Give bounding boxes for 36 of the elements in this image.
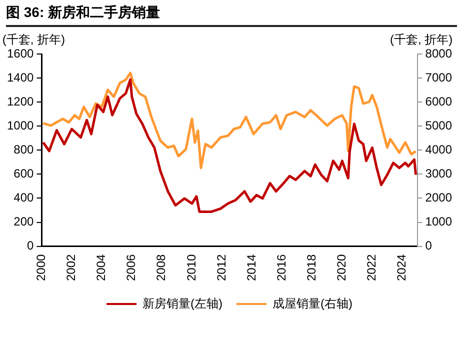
x-tick-label: 2000 — [34, 254, 48, 282]
x-tick-label: 2012 — [214, 254, 228, 282]
y2-tick-label: 0 — [425, 238, 432, 253]
y-tick-label: 1600 — [6, 46, 34, 60]
y2-tick-label: 2000 — [425, 190, 452, 205]
y-tick-label: 400 — [14, 190, 34, 205]
y2-tick-label: 4000 — [425, 142, 452, 156]
x-tick-label: 2008 — [154, 254, 168, 282]
x-tick-label: 2004 — [94, 254, 108, 282]
y-tick-label: 1400 — [6, 70, 34, 84]
chart-title: 图 36: 新房和二手房销量 — [6, 4, 457, 27]
y-tick-label: 800 — [14, 142, 34, 156]
legend-label: 成屋销量(右轴) — [272, 296, 352, 310]
y2-tick-label: 3000 — [425, 166, 452, 181]
y-tick-label: 200 — [14, 214, 34, 229]
y2-tick-label: 7000 — [425, 70, 452, 84]
x-tick-label: 2022 — [364, 254, 379, 282]
y-tick-label: 0 — [27, 238, 34, 253]
x-tick-label: 2020 — [334, 254, 348, 282]
y2-tick-label: 8000 — [425, 46, 452, 60]
y2-axis-title: (千套, 折年) — [390, 32, 453, 46]
y-tick-label: 1200 — [6, 94, 34, 108]
y-tick-label: 600 — [14, 166, 34, 181]
x-tick-label: 2010 — [184, 254, 198, 282]
x-tick-label: 2014 — [244, 254, 258, 282]
y2-tick-label: 1000 — [425, 214, 452, 229]
x-tick-label: 2016 — [274, 254, 288, 282]
y-axis-title: (千套, 折年) — [2, 32, 66, 46]
y-tick-label: 1000 — [6, 118, 34, 132]
x-tick-label: 2006 — [124, 254, 138, 282]
x-tick-label: 2018 — [304, 254, 318, 282]
x-tick-label: 2024 — [394, 254, 409, 282]
y2-tick-label: 6000 — [425, 94, 452, 108]
legend-label: 新房销量(左轴) — [142, 296, 223, 310]
y2-tick-label: 5000 — [425, 118, 452, 132]
x-tick-label: 2002 — [64, 254, 78, 282]
